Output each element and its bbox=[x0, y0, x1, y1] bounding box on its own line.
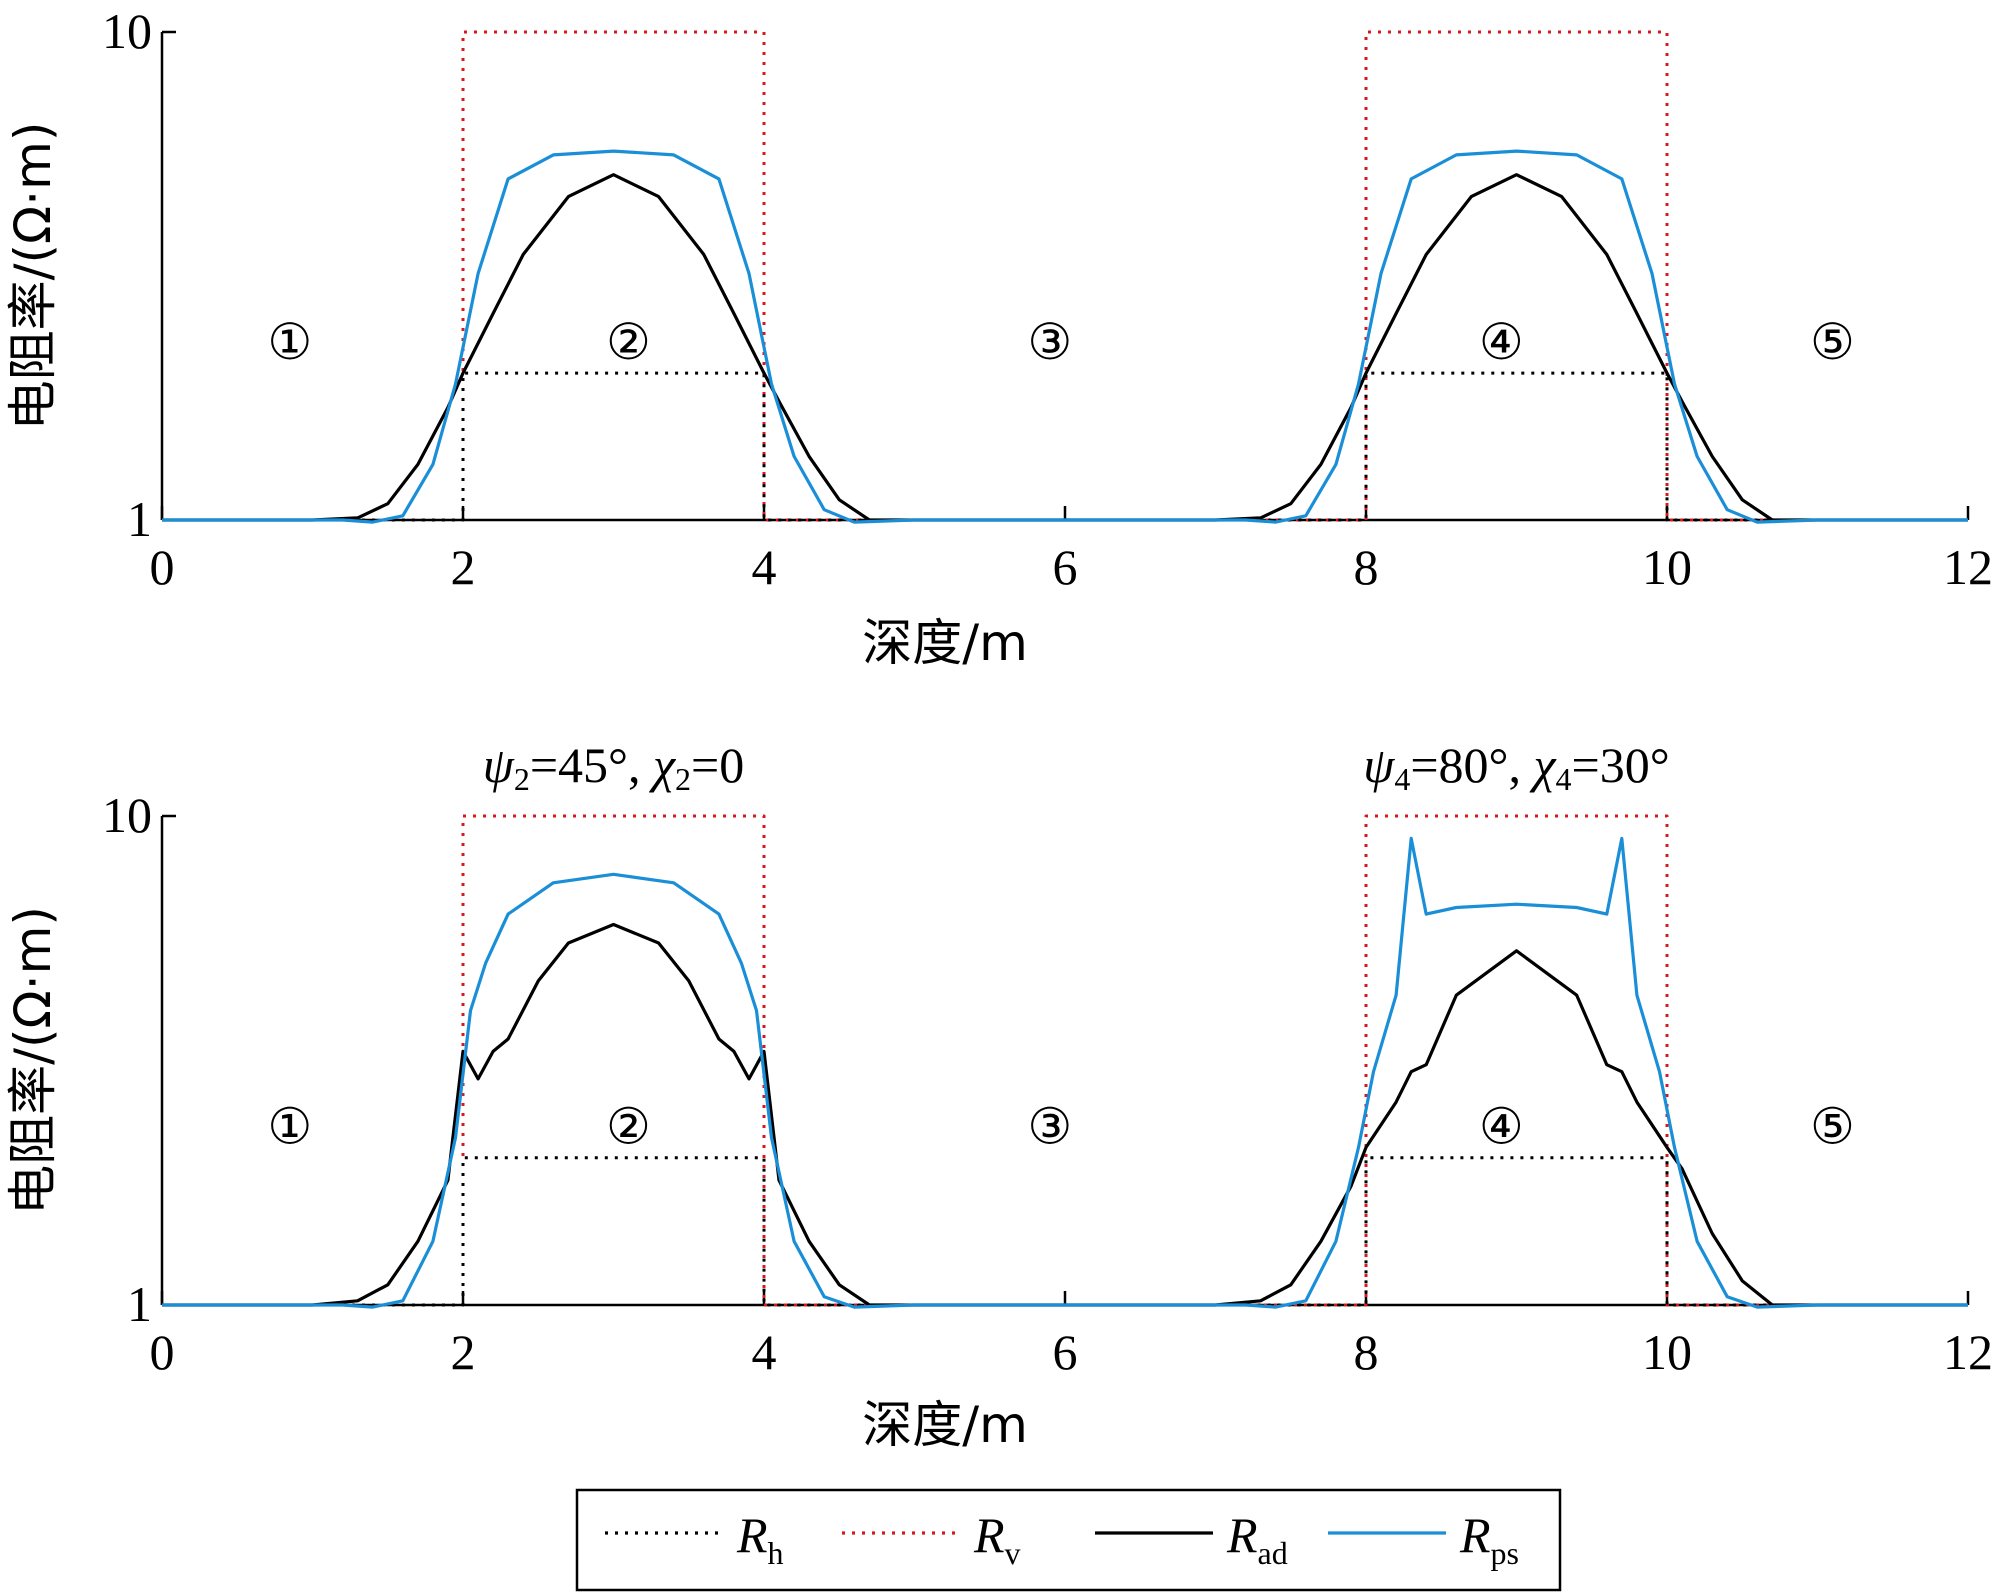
series-rh-line bbox=[162, 1156, 1968, 1307]
x-tick-label: 10 bbox=[1642, 539, 1692, 595]
legend-label-rps: Rps bbox=[1459, 1507, 1519, 1571]
legend-label-rad: Rad bbox=[1226, 1507, 1288, 1571]
legend-label-rv: Rv bbox=[973, 1507, 1021, 1571]
y-tick-label: 10 bbox=[102, 3, 152, 59]
series-rps-line bbox=[162, 149, 1968, 524]
zone-label: ④ bbox=[1479, 313, 1524, 371]
y-tick-label: 1 bbox=[127, 1276, 152, 1332]
y-tick-label: 1 bbox=[127, 491, 152, 547]
bottom-panel: 1 10 0 2 4 6 8 10 12 深度/m 电阻率/(Ω·m) ① ② ③ ④ ⑤ ψ2=45°, χ2… bbox=[4, 737, 1993, 1454]
zone-label: ② bbox=[606, 1098, 651, 1156]
series-rps-line bbox=[162, 836, 1968, 1309]
x-tick-label: 6 bbox=[1053, 1324, 1078, 1380]
x-tick-label: 12 bbox=[1943, 1324, 1993, 1380]
angle-annotation: ψ2=45°, χ2=0 bbox=[483, 737, 744, 797]
zone-label: ④ bbox=[1479, 1098, 1524, 1156]
x-axis-label: 深度/m bbox=[862, 1396, 1028, 1454]
series-rv-line bbox=[162, 30, 1968, 522]
x-tick-label: 0 bbox=[150, 539, 175, 595]
zone-label: ② bbox=[606, 313, 651, 371]
x-tick-label: 12 bbox=[1943, 539, 1993, 595]
series-rv-line bbox=[162, 814, 1968, 1307]
legend-label-rh: Rh bbox=[736, 1507, 784, 1571]
x-tick-label: 2 bbox=[451, 1324, 476, 1380]
x-tick-label: 8 bbox=[1354, 539, 1379, 595]
x-axis-label: 深度/m bbox=[862, 614, 1028, 672]
x-tick-label: 2 bbox=[451, 539, 476, 595]
x-tick-label: 10 bbox=[1642, 1324, 1692, 1380]
zone-label: ③ bbox=[1028, 313, 1073, 371]
legend: Rh Rv Rad Rps bbox=[575, 1488, 1562, 1592]
x-tick-label: 4 bbox=[752, 539, 777, 595]
zone-label: ⑤ bbox=[1810, 1098, 1855, 1156]
y-tick-label: 10 bbox=[102, 787, 152, 843]
legend-box bbox=[575, 1488, 1562, 1592]
zone-label: ⑤ bbox=[1810, 313, 1855, 371]
x-tick-label: 4 bbox=[752, 1324, 777, 1380]
series-rh-line bbox=[162, 371, 1968, 522]
zone-label: ① bbox=[268, 1098, 313, 1156]
y-axis-label: 电阻率/(Ω·m) bbox=[4, 122, 62, 431]
zone-label: ③ bbox=[1028, 1098, 1073, 1156]
angle-annotation: ψ4=80°, χ4=30° bbox=[1363, 737, 1669, 797]
y-axis-label: 电阻率/(Ω·m) bbox=[4, 906, 62, 1215]
x-tick-label: 6 bbox=[1053, 539, 1078, 595]
top-panel: 1 10 0 2 4 6 8 10 12 深度/m 电阻率/(Ω·m) ① ② ③ ④ ⑤ bbox=[4, 3, 1993, 672]
zone-label: ① bbox=[268, 313, 313, 371]
x-tick-label: 0 bbox=[150, 1324, 175, 1380]
x-tick-label: 8 bbox=[1354, 1324, 1379, 1380]
